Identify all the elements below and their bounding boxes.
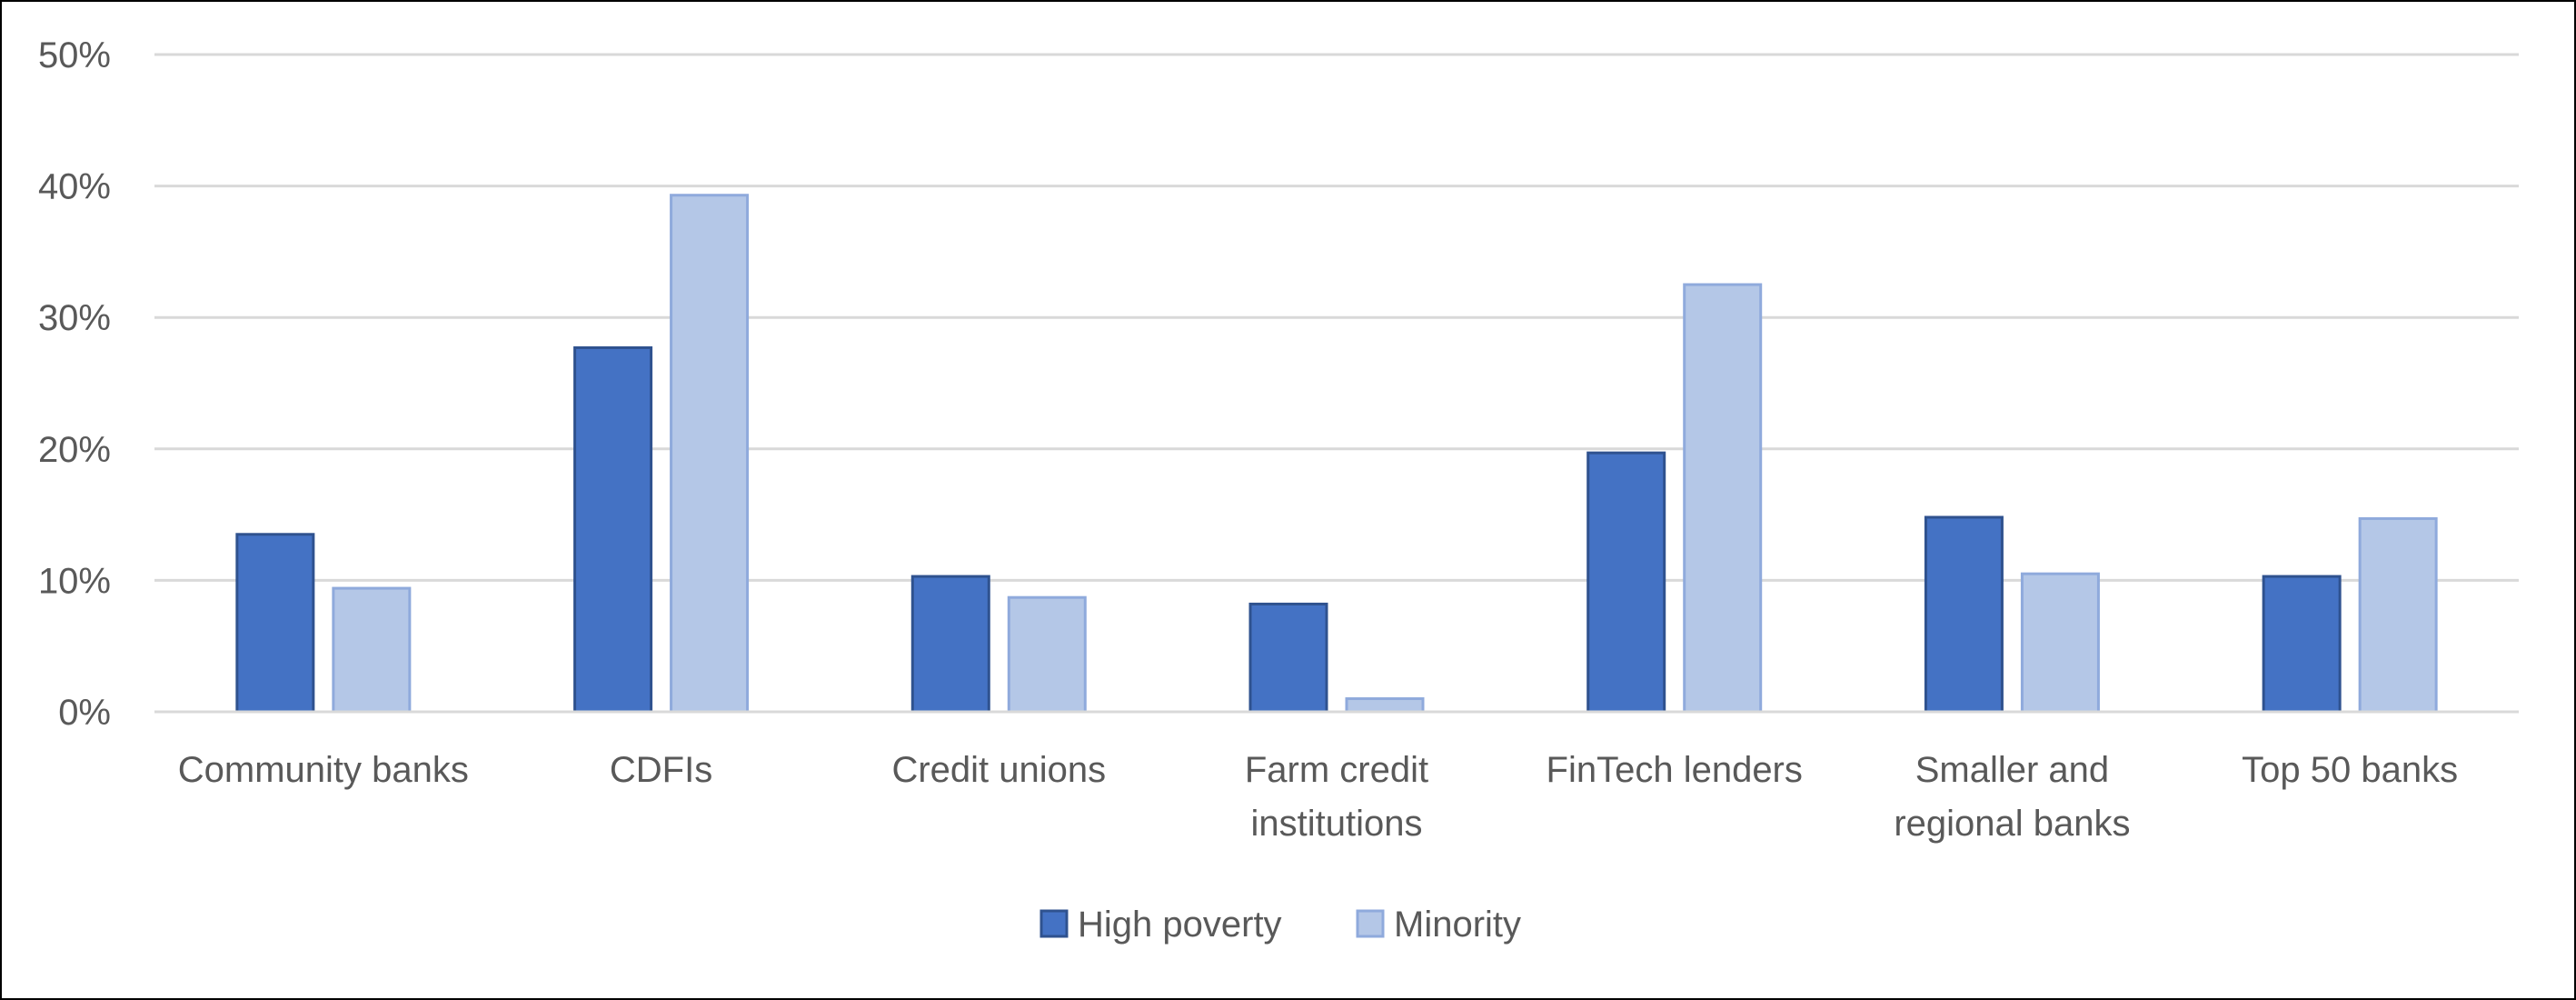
x-category-label-line: Farm credit: [1245, 750, 1428, 790]
legend-swatch: [1356, 909, 1385, 938]
y-tick-label: 30%: [38, 298, 111, 338]
x-category-label: CDFIs: [610, 750, 712, 790]
legend-label: High poverty: [1078, 905, 1282, 945]
legend: High poverty Minority: [1039, 905, 1521, 945]
x-category-label-line: Credit unions: [891, 750, 1106, 790]
x-category-label-line: Smaller and: [1915, 750, 2109, 790]
gridlines: [154, 53, 2519, 582]
x-category-label-line: FinTech lenders: [1547, 750, 1803, 790]
legend-swatch: [1039, 909, 1069, 938]
bar-minority: [1007, 595, 1087, 714]
bar-high-poverty: [910, 575, 990, 714]
bar-high-poverty: [1586, 451, 1666, 714]
legend-label: Minority: [1394, 905, 1521, 945]
x-category-label-line: regional banks: [1894, 804, 2130, 844]
x-category-label-line: Top 50 banks: [2242, 750, 2458, 790]
bars: [235, 194, 2438, 714]
bar-minority: [1345, 697, 1425, 714]
bar-high-poverty: [573, 345, 653, 714]
y-tick-label: 50%: [38, 35, 111, 75]
bar-high-poverty: [235, 533, 315, 714]
x-category-label: Credit unions: [891, 750, 1106, 790]
y-axis-ticks: 0% 10% 20% 30% 40% 50%: [38, 35, 111, 733]
x-category-label: FinTech lenders: [1547, 750, 1803, 790]
bar-high-poverty: [1924, 515, 2004, 714]
bar-high-poverty: [1248, 602, 1328, 714]
bar-minority: [2358, 516, 2438, 714]
x-category-label-line: institutions: [1251, 804, 1423, 844]
y-tick-label: 40%: [38, 167, 111, 207]
bar-minority: [332, 586, 412, 714]
x-category-label-line: Community banks: [178, 750, 469, 790]
bar-high-poverty: [2262, 575, 2342, 714]
y-tick-label: 10%: [38, 561, 111, 601]
x-category-label: Community banks: [178, 750, 469, 790]
bar-minority: [2020, 572, 2100, 714]
bar-minority: [670, 194, 750, 714]
x-category-label: Farm credit institutions: [1245, 750, 1428, 844]
x-axis-labels: Community banks CDFIs Credit unions Farm cr…: [178, 750, 2458, 844]
y-tick-label: 20%: [38, 430, 111, 470]
x-category-label-line: CDFIs: [610, 750, 712, 790]
y-tick-label: 0%: [58, 693, 111, 733]
x-category-label: Smaller and regional banks: [1894, 750, 2130, 844]
bar-minority: [1683, 283, 1763, 714]
x-category-label: Top 50 banks: [2242, 750, 2458, 790]
